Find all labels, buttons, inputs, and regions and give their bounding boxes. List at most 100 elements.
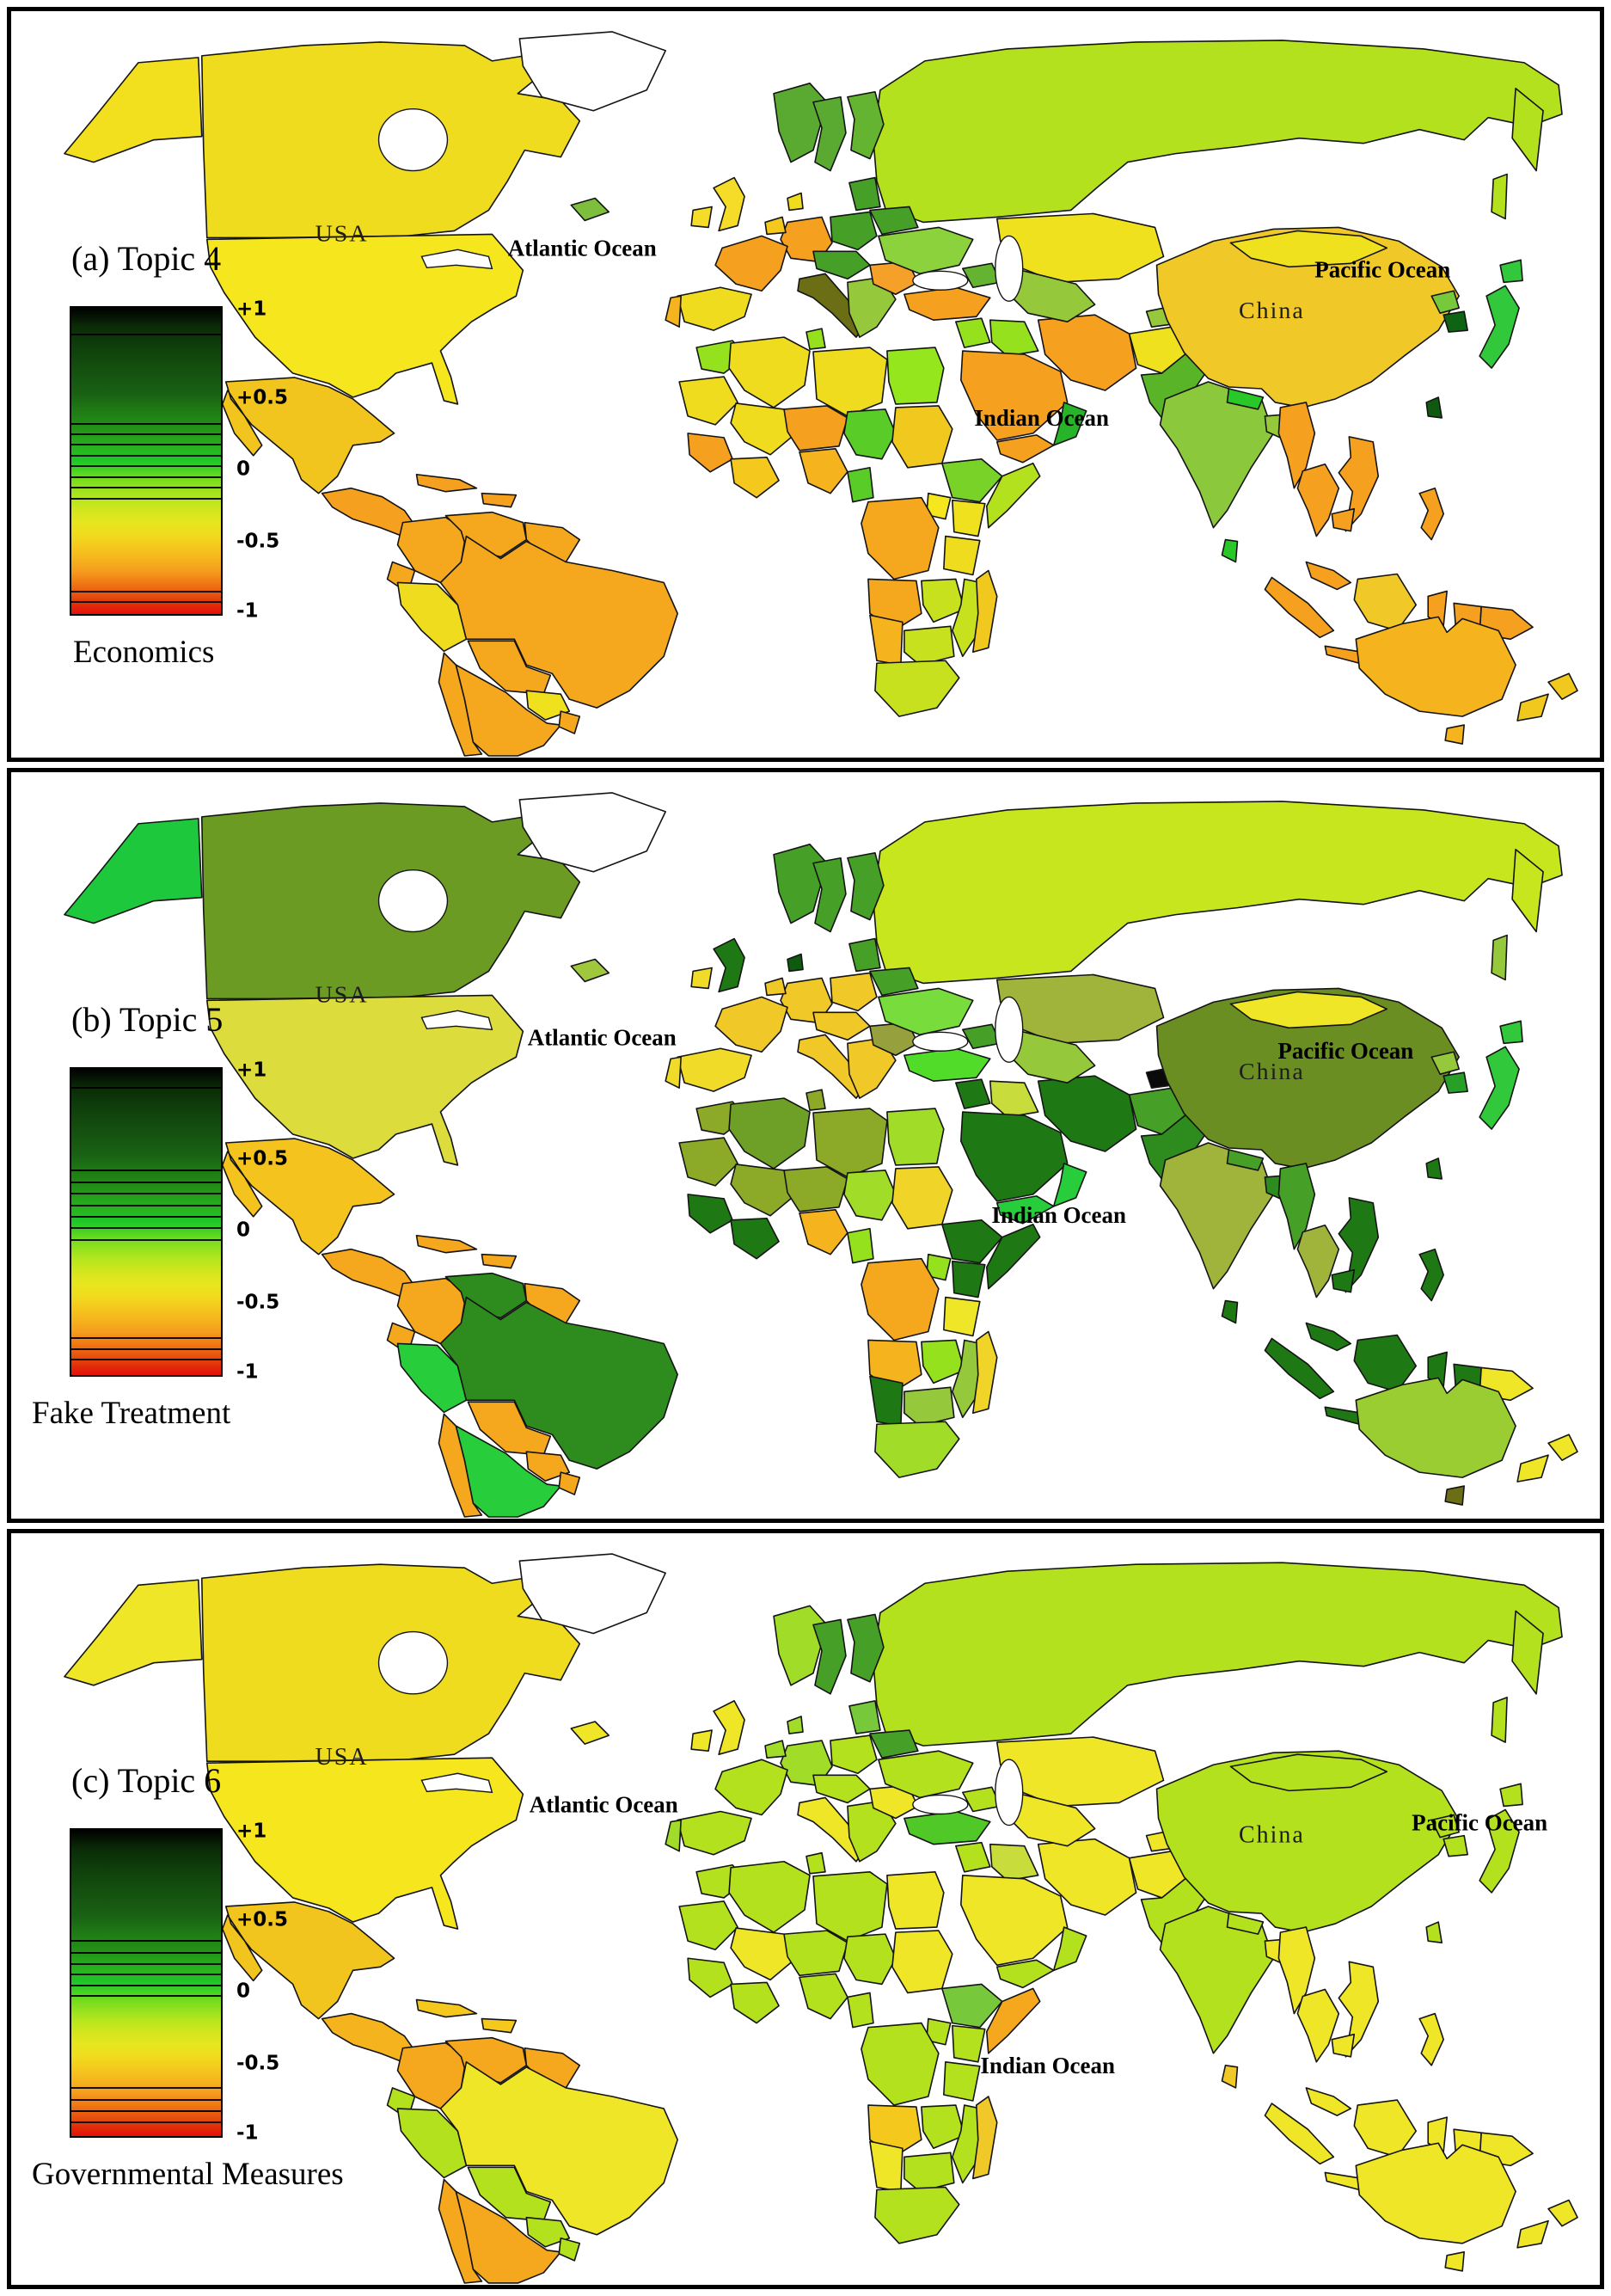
colorbar-tick-minus0p5: -0.5 [236,531,280,554]
region-kenya [952,2024,986,2063]
colorbar-bin-divider [71,1169,221,1172]
panel-a-title: (a) Topic 4 [71,239,222,278]
region-hispaniola [481,2017,518,2034]
region-uruguay [558,1471,581,1495]
ocean-label-pacific-ocean: Pacific Ocean [1314,256,1450,282]
colorbar-bin-divider [71,334,221,336]
region-kenya [952,499,986,537]
region-sweden [812,95,847,172]
region-oman [1052,402,1087,446]
region-italy [797,273,866,338]
region-china [1155,226,1460,408]
region-newfoundland [570,197,610,222]
region-korea-n [1430,1051,1460,1075]
region-yemen [995,1959,1055,1989]
region-greenland [518,1553,666,1635]
region-portugal [665,1819,682,1852]
region-nepal [1226,388,1265,410]
region-borneo [1353,573,1418,632]
region-benelux [764,1740,787,1759]
region-w-sahara [678,376,738,426]
region-ivory-ghana [730,1218,780,1260]
region-senegal [687,1957,733,1998]
colorbar-bin-divider [71,2098,221,2101]
region-mongolia [1229,230,1388,268]
region-baltics [848,937,881,973]
region-senegal [687,433,733,473]
region-saudi [960,1875,1069,1967]
region-saudi [960,1111,1069,1202]
region-turkey [904,1810,991,1845]
region-zimbabwe [904,625,955,666]
region-cameroon [847,1227,874,1264]
region-zambia [921,578,965,623]
colorbar-bin-divider [71,1215,221,1218]
region-spain [677,1810,752,1856]
region-sri-lanka [1221,2065,1239,2089]
black-sea [912,1031,969,1052]
region-sudan [891,1166,953,1230]
panel-b-topic5: Atlantic Ocean Pacific Ocean Indian Ocean U… [7,768,1604,1523]
colorbar-bin-divider [71,422,221,425]
region-tasmania [1444,1485,1465,1506]
region-zambia [921,2104,965,2150]
colorbar-bin-divider [71,1962,221,1965]
region-chad [843,408,897,460]
colorbar-tick-minus1: -1 [236,1361,259,1384]
region-algeria [728,336,811,408]
colorbar-tick-minus0p5: -0.5 [236,1292,280,1315]
region-greenland [518,31,666,112]
panel-c-caption: Governmental Measures [32,2157,344,2192]
colorbar-tick-plus1: +1 [236,298,267,322]
colorbar-bin-divider [71,1336,221,1339]
region-vietnam [1338,1197,1380,1293]
region-cuba [415,1234,478,1254]
colorbar-bin-divider [71,1984,221,1986]
colorbar-bin-divider [71,1359,221,1361]
caspian-sea [995,996,1024,1063]
region-pakistan [1140,1111,1208,1187]
region-usa [205,1757,524,1930]
region-peru [396,1342,468,1414]
colorbar-tick-minus1: -1 [236,600,259,623]
region-taiwan [1425,1157,1443,1180]
region-sri-lanka [1221,1299,1239,1324]
ocean-label-atlantic-ocean: Atlantic Ocean [528,1024,677,1050]
region-niger [783,405,848,451]
caspian-sea [995,235,1024,302]
country-label-china: China [1239,1059,1305,1085]
region-libya [812,1108,888,1178]
region-tunisia [806,1089,826,1111]
region-uk [713,937,745,993]
region-baltics [848,1700,881,1734]
region-australia [1355,1377,1516,1478]
colorbar-topic6: +1 +0.5 0 -0.5 -1 [70,1820,310,2145]
region-korea-s [1443,310,1468,333]
region-tanzania [943,1296,981,1337]
region-ireland [690,1729,713,1752]
region-drc [861,2022,940,2106]
region-alaska [64,57,203,163]
region-cambodia [1331,2033,1356,2058]
region-uruguay [558,710,581,734]
colorbar-bin-divider [71,2121,221,2124]
region-sudan [891,1930,953,1994]
region-china [1155,1750,1460,1933]
region-cuba [415,1998,478,2018]
region-uk [713,1700,745,1755]
ocean-label-pacific-ocean: Pacific Ocean [1277,1038,1413,1064]
region-saudi [960,350,1069,441]
region-nz [1516,1433,1578,1483]
ocean-label-indian-ocean: Indian Ocean [974,405,1109,431]
colorbar-topic5: +1 +0.5 0 -0.5 -1 [70,1059,310,1384]
region-pakistan [1140,1875,1208,1951]
region-nz [1516,2199,1578,2249]
region-italy [797,1796,866,1863]
colorbar-bin-divider [71,1204,221,1206]
colorbar-tick-plus0p5: +0.5 [236,386,289,409]
region-vietnam [1338,436,1380,532]
region-iran [1037,314,1137,391]
black-sea [912,270,969,291]
region-kamchatka [1511,848,1544,933]
region-oman [1052,1163,1087,1207]
